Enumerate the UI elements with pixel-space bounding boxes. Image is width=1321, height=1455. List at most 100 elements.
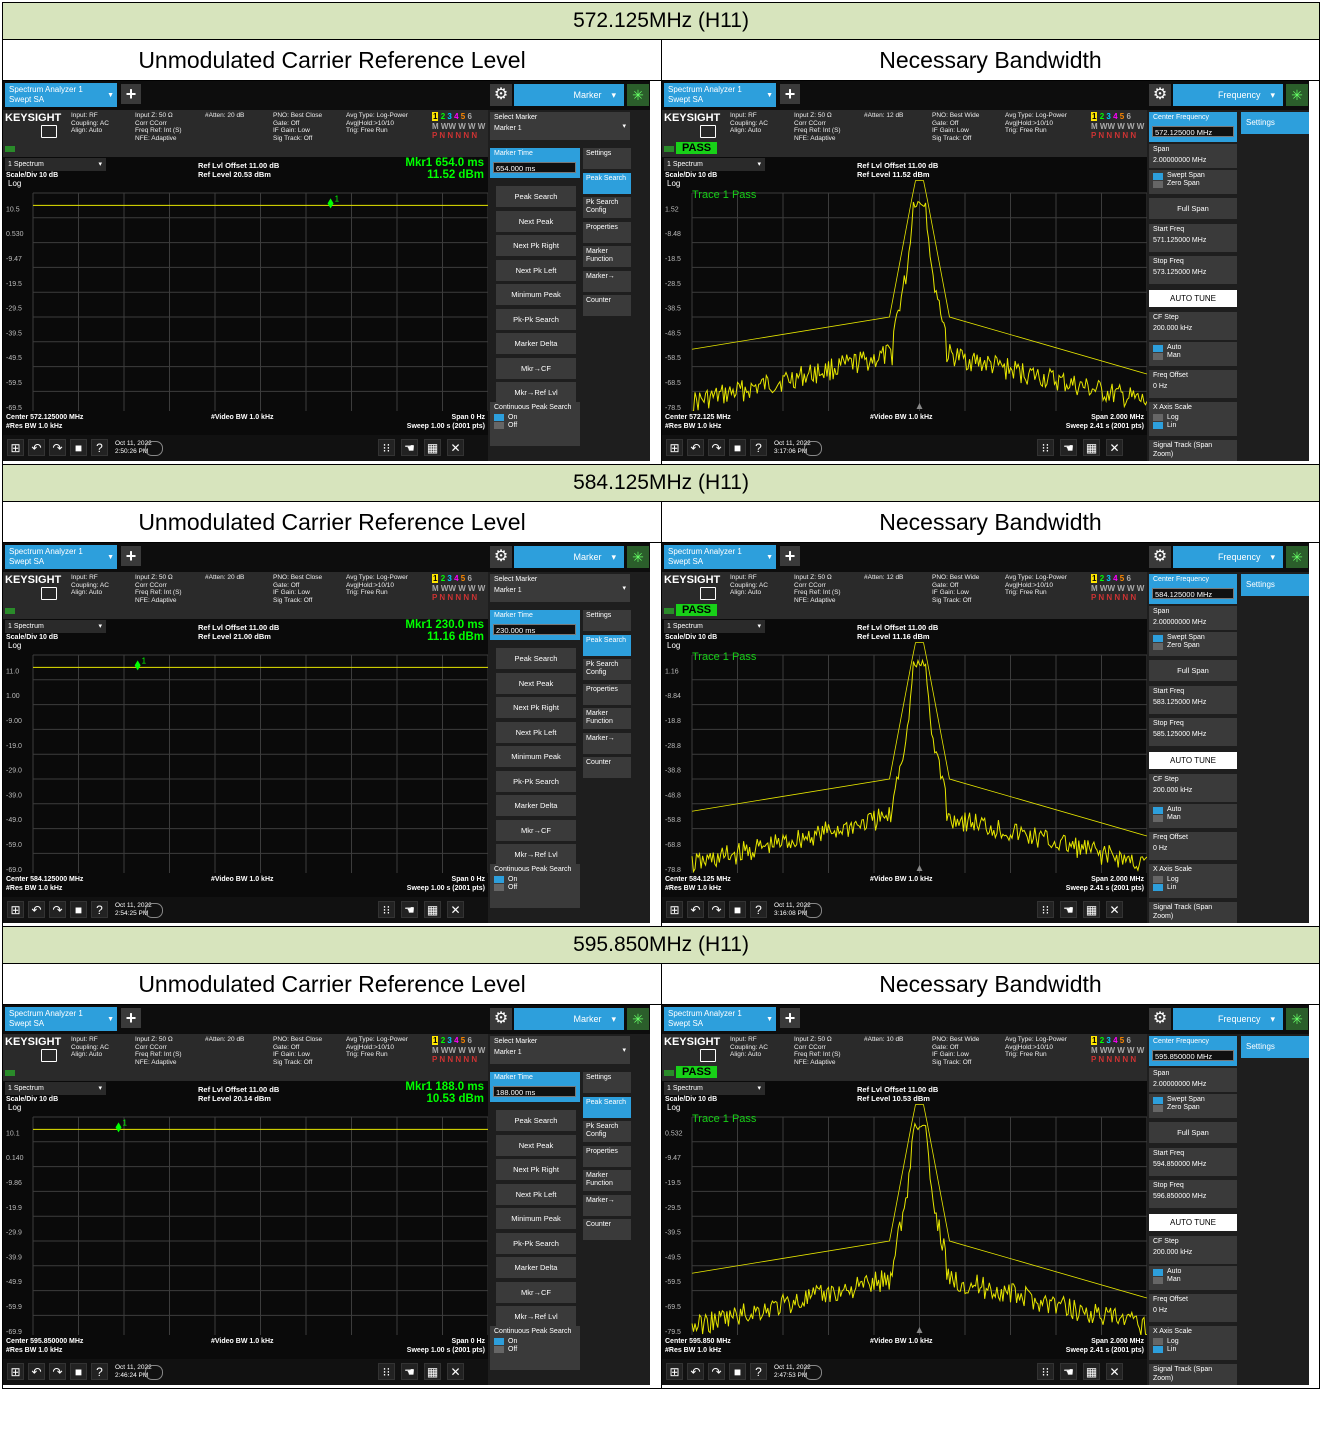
menu-dropdown[interactable]: Marker ▾	[514, 84, 624, 106]
marker-1-icon[interactable]	[134, 660, 141, 671]
run-status-icon[interactable]: ✳	[1286, 1008, 1308, 1030]
folder-icon[interactable]: ■	[70, 1363, 87, 1380]
trace-plot[interactable]: Log 11.0 1.00 -9.00 -19.0 -29.0 -39.0 -49.0 -59…	[3, 641, 488, 873]
tab-properties[interactable]: Properties	[583, 221, 631, 243]
redo-icon[interactable]: ↷	[708, 439, 725, 456]
tab-marker-function[interactable]: Marker Function	[583, 1170, 631, 1191]
tab-counter[interactable]: Counter	[583, 757, 631, 778]
full-span-button[interactable]: Full Span	[1149, 660, 1237, 681]
touch-icon[interactable]: ☚	[401, 901, 418, 918]
select-marker-button[interactable]: Select Marker Marker 1 ▾	[490, 1036, 630, 1064]
x-axis-scale[interactable]: X Axis Scale Log Lin	[1149, 864, 1237, 898]
mkr-ref-lvl-button[interactable]: Mkr→Ref Lvl	[496, 844, 576, 865]
menu-dropdown[interactable]: Frequency ▾	[1173, 1008, 1283, 1030]
next-pk-right-button[interactable]: Next Pk Right	[496, 697, 576, 718]
span-type-radio[interactable]: Swept Span Zero Span	[1149, 170, 1237, 194]
undo-icon[interactable]: ↶	[687, 439, 704, 456]
add-screen-button[interactable]: +	[780, 1008, 800, 1028]
chat-icon[interactable]	[804, 1365, 822, 1380]
next-pk-left-button[interactable]: Next Pk Left	[496, 1183, 576, 1205]
freq-offset-field[interactable]: Freq Offset 0 Hz	[1149, 1294, 1237, 1322]
keypad-icon[interactable]: ⁝⁝	[1037, 439, 1054, 456]
center-frequency-field[interactable]: Center Frequency 572.125000 MHz	[1149, 112, 1237, 142]
analyzer-tab[interactable]: Spectrum Analyzer 1 Swept SA ▼	[5, 545, 117, 569]
folder-icon[interactable]: ■	[729, 439, 746, 456]
marker-time-field[interactable]: Marker Time 654.000 ms	[490, 148, 580, 178]
gear-icon[interactable]: ⚙	[1149, 546, 1171, 568]
peak-search-button[interactable]: Peak Search	[496, 186, 576, 207]
add-screen-button[interactable]: +	[121, 84, 141, 104]
run-status-icon[interactable]: ✳	[1286, 84, 1308, 106]
full-span-button[interactable]: Full Span	[1149, 198, 1237, 219]
auto-tune-button[interactable]: AUTO TUNE	[1149, 752, 1237, 769]
stop-freq-field[interactable]: Stop Freq 573.125000 MHz	[1149, 256, 1237, 284]
windows-icon[interactable]: ⊞	[666, 1363, 683, 1380]
chat-icon[interactable]	[145, 1365, 163, 1380]
marker-1-icon[interactable]	[327, 198, 334, 209]
gear-icon[interactable]: ⚙	[490, 84, 512, 106]
fullscreen-icon[interactable]: ✕	[447, 901, 464, 918]
undo-icon[interactable]: ↶	[687, 1363, 704, 1380]
gear-icon[interactable]: ⚙	[1149, 1008, 1171, 1030]
tab-marker-function[interactable]: Marker Function	[583, 246, 631, 267]
gear-icon[interactable]: ⚙	[490, 546, 512, 568]
trace-plot[interactable]: Log 1.52 -8.48 -18.5 -28.5 -38.5 -48.5 -58.5 -6…	[662, 179, 1147, 411]
freq-offset-field[interactable]: Freq Offset 0 Hz	[1149, 370, 1237, 398]
x-axis-scale[interactable]: X Axis Scale Log Lin	[1149, 402, 1237, 436]
run-status-icon[interactable]: ✳	[627, 546, 649, 568]
folder-icon[interactable]: ■	[70, 439, 87, 456]
signal-track-button[interactable]: Signal Track (Span Zoom)	[1149, 440, 1237, 461]
add-screen-button[interactable]: +	[780, 84, 800, 104]
chat-icon[interactable]	[804, 441, 822, 456]
cf-step-field[interactable]: CF Step 200.000 kHz	[1149, 774, 1237, 802]
mkr-ref-lvl-button[interactable]: Mkr→Ref Lvl	[496, 1306, 576, 1327]
windows-icon[interactable]: ⊞	[7, 439, 24, 456]
tab-settings[interactable]: Settings	[1241, 112, 1309, 134]
tab-marker-function[interactable]: Marker Function	[583, 708, 631, 729]
tab-settings[interactable]: Settings	[1241, 574, 1309, 596]
pk-pk-search-button[interactable]: Pk-Pk Search	[496, 770, 576, 792]
tab-counter[interactable]: Counter	[583, 295, 631, 316]
undo-icon[interactable]: ↶	[28, 439, 45, 456]
center-frequency-field[interactable]: Center Frequency 584.125000 MHz	[1149, 574, 1237, 604]
tab-marker[interactable]: Marker→	[583, 270, 631, 292]
chat-icon[interactable]	[145, 903, 163, 918]
run-status-icon[interactable]: ✳	[1286, 546, 1308, 568]
redo-icon[interactable]: ↷	[49, 1363, 66, 1380]
minimum-peak-button[interactable]: Minimum Peak	[496, 284, 576, 305]
chat-icon[interactable]	[804, 903, 822, 918]
touch-icon[interactable]: ☚	[401, 1363, 418, 1380]
window-icon[interactable]: ▦	[1083, 901, 1100, 918]
cf-step-field[interactable]: CF Step 200.000 kHz	[1149, 1236, 1237, 1264]
marker-delta-button[interactable]: Marker Delta	[496, 1257, 576, 1278]
keypad-icon[interactable]: ⁝⁝	[378, 901, 395, 918]
gear-icon[interactable]: ⚙	[1149, 84, 1171, 106]
keypad-icon[interactable]: ⁝⁝	[1037, 901, 1054, 918]
mkr-ref-lvl-button[interactable]: Mkr→Ref Lvl	[496, 382, 576, 403]
mkr-cf-button[interactable]: Mkr→CF	[496, 819, 576, 841]
add-screen-button[interactable]: +	[121, 546, 141, 566]
add-screen-button[interactable]: +	[780, 546, 800, 566]
stop-freq-field[interactable]: Stop Freq 596.850000 MHz	[1149, 1180, 1237, 1208]
window-icon[interactable]: ▦	[424, 901, 441, 918]
redo-icon[interactable]: ↷	[708, 1363, 725, 1380]
tab-settings[interactable]: Settings	[583, 1072, 631, 1093]
analyzer-tab[interactable]: Spectrum Analyzer 1 Swept SA ▼	[664, 545, 776, 569]
tab-properties[interactable]: Properties	[583, 683, 631, 705]
run-status-icon[interactable]: ✳	[627, 84, 649, 106]
spectrum-select[interactable]: 1 Spectrum ▾	[5, 158, 106, 171]
full-span-button[interactable]: Full Span	[1149, 1122, 1237, 1143]
marker-delta-button[interactable]: Marker Delta	[496, 795, 576, 816]
cf-step-mode[interactable]: Auto Man	[1149, 1266, 1237, 1290]
select-marker-button[interactable]: Select Marker Marker 1 ▾	[490, 112, 630, 140]
marker-time-field[interactable]: Marker Time 188.000 ms	[490, 1072, 580, 1102]
menu-dropdown[interactable]: Frequency ▾	[1173, 84, 1283, 106]
windows-icon[interactable]: ⊞	[666, 439, 683, 456]
tab-marker[interactable]: Marker→	[583, 1194, 631, 1216]
add-screen-button[interactable]: +	[121, 1008, 141, 1028]
folder-icon[interactable]: ■	[729, 901, 746, 918]
gear-icon[interactable]: ⚙	[490, 1008, 512, 1030]
undo-icon[interactable]: ↶	[28, 1363, 45, 1380]
help-icon[interactable]: ?	[750, 901, 767, 918]
analyzer-tab[interactable]: Spectrum Analyzer 1 Swept SA ▼	[5, 83, 117, 107]
